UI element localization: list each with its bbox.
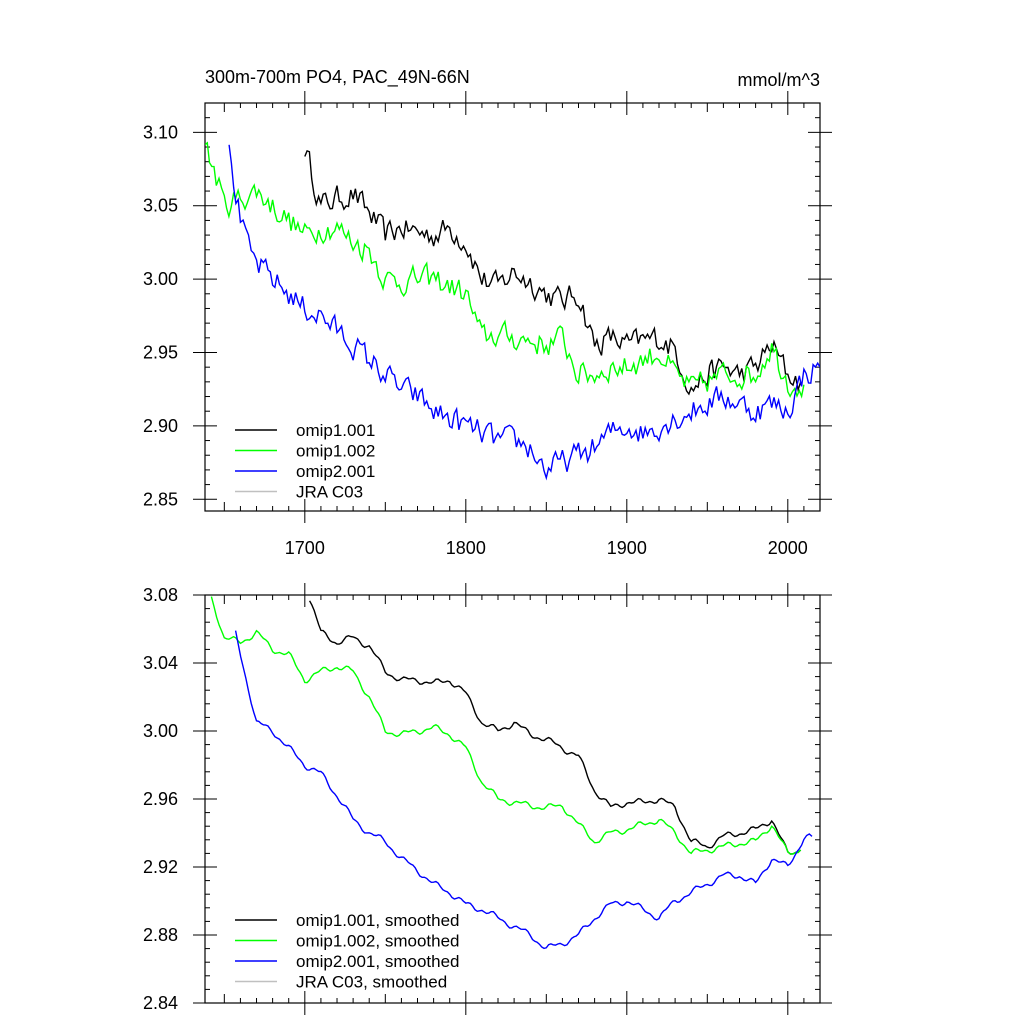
series-line-omip2-001 xyxy=(228,144,820,481)
legend-label: omip1.002, smoothed xyxy=(296,932,460,951)
y-tick-label: 2.96 xyxy=(143,789,178,809)
series-line-omip1-001-smoothed xyxy=(308,600,802,855)
x-tick-label: 1800 xyxy=(446,538,486,558)
series-line-omip1-002-smoothed xyxy=(210,596,802,855)
chart-units: mmol/m^3 xyxy=(738,70,820,90)
y-tick-label: 3.04 xyxy=(143,653,178,673)
y-tick-label: 3.10 xyxy=(143,122,178,142)
y-tick-label: 2.90 xyxy=(143,416,178,436)
legend-label: JRA C03 xyxy=(296,483,363,502)
legend-label: omip1.001 xyxy=(296,421,375,440)
series-line-omip1-001 xyxy=(304,150,802,396)
y-tick-label: 3.05 xyxy=(143,196,178,216)
series-line-omip2-001-smoothed xyxy=(234,630,813,950)
x-tick-label: 1700 xyxy=(285,538,325,558)
y-tick-label: 2.85 xyxy=(143,489,178,509)
x-tick-label: 1900 xyxy=(607,538,647,558)
x-tick-label: 2000 xyxy=(768,538,808,558)
series-line-omip1-002 xyxy=(205,141,805,399)
legend-label: omip2.001 xyxy=(296,462,375,481)
plot-frame xyxy=(204,102,821,512)
y-tick-label: 2.84 xyxy=(143,993,178,1013)
legend-label: omip2.001, smoothed xyxy=(296,952,460,971)
y-tick-label: 3.00 xyxy=(143,269,178,289)
y-tick-label: 2.92 xyxy=(143,857,178,877)
top-plot-panel: 1700 1800 1900 2000 2.85 2.90 2.95 3.00 3.05 3.10… xyxy=(143,91,832,558)
legend-label: omip1.002 xyxy=(296,442,375,461)
bottom-plot-panel: 2.84 2.88 2.92 2.96 3.00 3.04 3.08 omip1.001, s… xyxy=(143,583,832,1015)
y-tick-label: 2.88 xyxy=(143,925,178,945)
y-tick-label: 2.95 xyxy=(143,342,178,362)
chart-title: 300m-700m PO4, PAC_49N-66N xyxy=(205,67,470,88)
legend-label: omip1.001, smoothed xyxy=(296,911,460,930)
y-tick-label: 3.00 xyxy=(143,721,178,741)
legend-label: JRA C03, smoothed xyxy=(296,973,447,992)
y-tick-label: 3.08 xyxy=(143,585,178,605)
